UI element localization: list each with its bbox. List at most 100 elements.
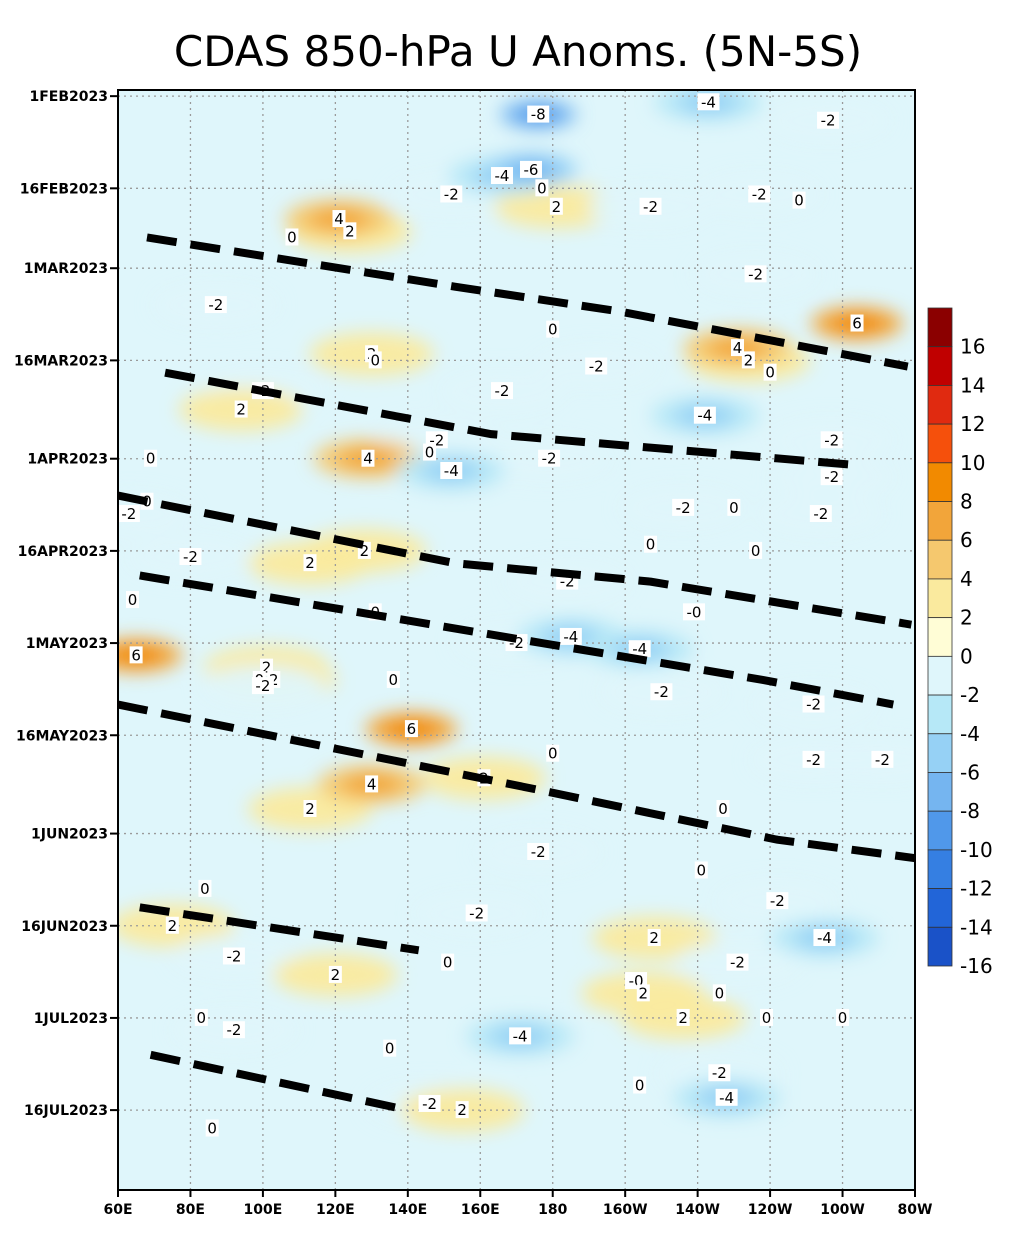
colorbar-swatch <box>927 346 953 386</box>
contour-label: -2 <box>422 1095 437 1113</box>
contour-label-bg <box>129 646 143 664</box>
contour-label: 0 <box>207 1120 217 1138</box>
contour-label: 0 <box>389 671 399 689</box>
contour-label-bg <box>817 111 840 129</box>
contour-label: -2 <box>542 450 557 468</box>
contour-label: 0 <box>537 179 547 197</box>
contour-label-bg <box>368 351 382 369</box>
contour-label-bg <box>194 1008 208 1026</box>
contour-label: -2 <box>676 499 691 517</box>
contour-label-bg <box>251 677 274 695</box>
colorbar-label: 12 <box>960 412 985 436</box>
contour-label: 2 <box>168 917 178 935</box>
contour-label: -2 <box>226 947 241 965</box>
contour-label: 4 <box>367 775 377 793</box>
contour-label-bg <box>418 1094 441 1112</box>
contour-label: -2 <box>495 382 510 400</box>
contour-label-bg <box>741 351 755 369</box>
contour-label: -2 <box>183 548 198 566</box>
contour-label-bg <box>125 591 139 609</box>
contour-label-bg <box>628 640 651 658</box>
contour-label-bg <box>809 505 832 523</box>
contour-label-bg <box>766 892 789 910</box>
contour-label-bg <box>850 314 864 332</box>
contour-label: -2 <box>226 1021 241 1039</box>
contour-label: 2 <box>262 659 272 677</box>
contour-label: -4 <box>701 93 716 111</box>
colorbar-swatch <box>927 926 953 967</box>
colorbar-swatch <box>927 849 953 889</box>
contour-label-bg <box>636 984 650 1002</box>
contour-label-bg <box>546 744 560 762</box>
contour-label-bg <box>303 554 317 572</box>
contour-label: 0 <box>443 954 453 972</box>
contour-label: 0 <box>128 591 138 609</box>
contour-label: -2 <box>654 683 669 701</box>
propagation-line <box>118 491 913 629</box>
x-tick-label: 160E <box>461 1202 500 1218</box>
contour-label: -2 <box>531 843 546 861</box>
colorbar-label: 16 <box>960 335 985 359</box>
contour-label: 2 <box>305 800 315 818</box>
colorbar-swatch <box>927 888 953 928</box>
colorbar-label: 8 <box>960 490 973 514</box>
y-tick-label: 16JUN2023 <box>21 919 108 935</box>
contour-label: 0 <box>715 984 725 1002</box>
contour-label: -2 <box>444 185 459 203</box>
contour-label: -4 <box>563 628 578 646</box>
contour-label: -2 <box>813 505 828 523</box>
y-tick-label: 1MAR2023 <box>24 261 108 277</box>
contour-label-bg <box>759 1008 773 1026</box>
contour-label-bg <box>792 191 806 209</box>
contour-label: -2 <box>643 198 658 216</box>
contour-label: -4 <box>697 407 712 425</box>
colorbar-swatch <box>927 501 953 541</box>
propagation-lines <box>118 233 915 1115</box>
y-tick-label: 1APR2023 <box>27 452 108 468</box>
colorbar-swatch <box>927 307 953 348</box>
y-tick-label: 1FEB2023 <box>29 89 108 105</box>
colorbar-label: -2 <box>960 683 980 707</box>
contour-label-bg <box>118 505 140 523</box>
contour-label-bg <box>820 468 843 486</box>
contour-label-bg <box>549 197 563 215</box>
contour-label-bg <box>328 965 342 983</box>
contour-label: 0 <box>696 861 706 879</box>
contour-label: -4 <box>632 640 647 658</box>
x-tick-label: 160W <box>603 1202 648 1218</box>
contour-label-bg <box>204 296 227 314</box>
contour-label: 4 <box>733 339 743 357</box>
contour-label: -2 <box>806 751 821 769</box>
contour-label-bg <box>361 449 375 467</box>
colorbar-swatch <box>927 694 953 735</box>
y-tick-label: 16FEB2023 <box>20 181 108 197</box>
contour-label: 2 <box>345 222 355 240</box>
colorbar-label: -8 <box>960 799 980 823</box>
contour-label: -2 <box>255 677 270 695</box>
contour-label-bg <box>303 799 317 817</box>
contour-label: -4 <box>719 1089 734 1107</box>
contour-label-bg <box>697 93 720 111</box>
contour-label-bg <box>440 185 463 203</box>
contour-label-bg <box>694 861 708 879</box>
contour-label: 2 <box>649 929 659 947</box>
contour-label-bg <box>144 449 158 467</box>
contour-label-bg <box>332 210 346 228</box>
colorbar-label: 10 <box>960 451 985 475</box>
contour-label: 0 <box>287 228 297 246</box>
colorbar-swatch <box>927 617 953 657</box>
contour-label: 0 <box>200 880 210 898</box>
contour-label: 0 <box>762 1009 772 1027</box>
contour-label: -4 <box>513 1027 528 1045</box>
colorbar-label: -4 <box>960 722 980 746</box>
contour-label: -2 <box>469 904 484 922</box>
contour-label: 0 <box>635 1077 645 1095</box>
anomaly-patch <box>820 738 915 782</box>
contour-label: 4 <box>363 450 373 468</box>
contour-label-bg <box>647 929 661 947</box>
contour-label-bg <box>726 953 749 971</box>
colorbar-label: -6 <box>960 760 980 784</box>
y-tick-label: 1JUN2023 <box>31 827 108 843</box>
x-tick-label: 100E <box>244 1202 283 1218</box>
contour-label: 2 <box>236 401 246 419</box>
